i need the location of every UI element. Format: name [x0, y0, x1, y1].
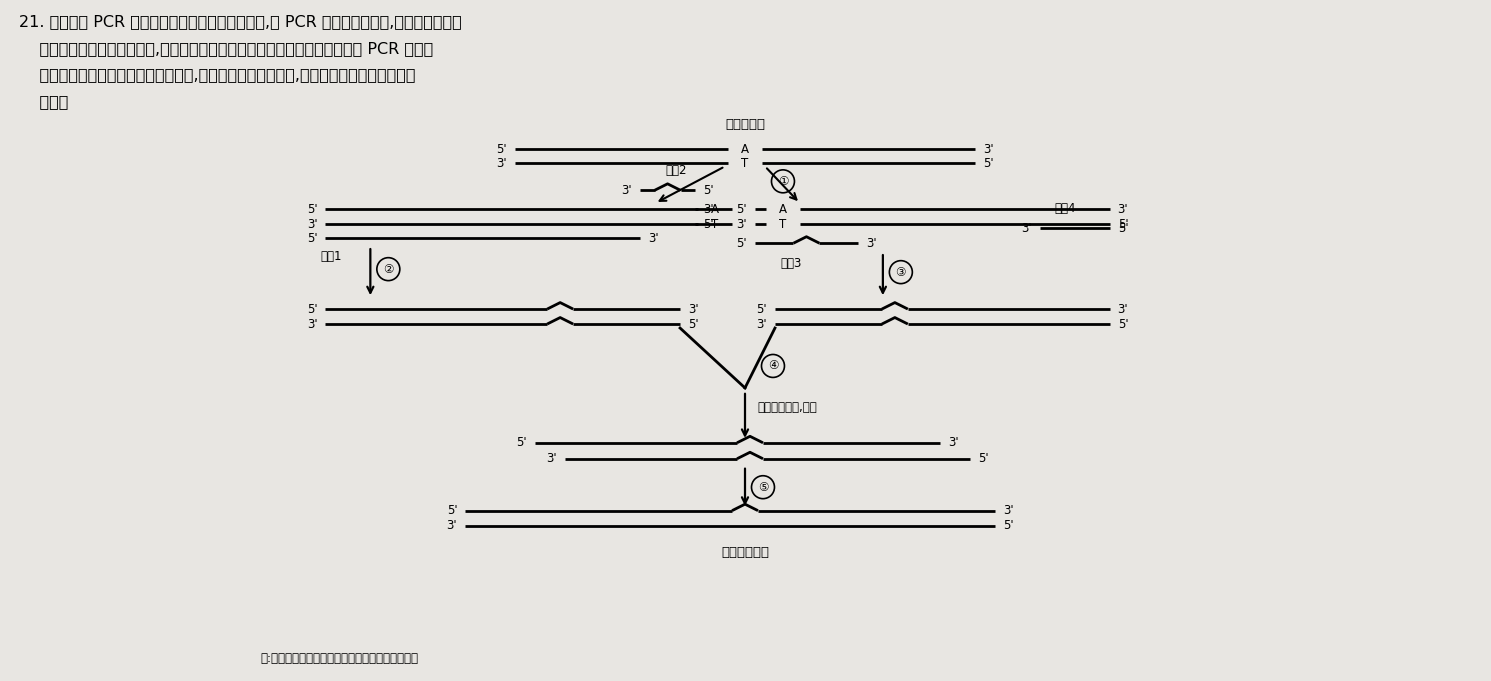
Text: 3': 3' — [622, 184, 632, 197]
Text: 引牲4: 引牲4 — [1054, 202, 1077, 215]
Text: T: T — [711, 218, 719, 231]
Text: 5': 5' — [687, 317, 699, 330]
Text: 3': 3' — [983, 143, 993, 156]
Text: 引牲1: 引牲1 — [321, 250, 341, 263]
Text: 3': 3' — [1118, 302, 1129, 315]
Text: 21. 重叠延伸 PCR 技术是采用具有互补末端的引物,使 PCR 产物形成重叠钉,从而在随后的扩: 21. 重叠延伸 PCR 技术是采用具有互补末端的引物,使 PCR 产物形成重叠… — [19, 14, 461, 29]
Text: 5': 5' — [704, 218, 714, 231]
Text: A: A — [778, 203, 787, 216]
Text: 5': 5' — [1118, 218, 1129, 231]
Text: 5': 5' — [307, 232, 318, 244]
Text: 突变后的基因: 突变后的基因 — [722, 545, 769, 558]
Text: 引牲3: 引牲3 — [780, 257, 801, 270]
Text: 5': 5' — [737, 203, 747, 216]
Text: 3': 3' — [704, 203, 714, 216]
Text: 5': 5' — [447, 504, 458, 517]
Text: 引牲2: 引牲2 — [665, 164, 686, 177]
Text: ②: ② — [383, 263, 394, 276]
Text: 5': 5' — [497, 143, 507, 156]
Text: 3': 3' — [1021, 222, 1032, 235]
Text: 5': 5' — [983, 157, 993, 170]
Text: 3': 3' — [737, 218, 747, 231]
Text: 5': 5' — [978, 452, 989, 465]
Text: 3': 3' — [547, 452, 558, 465]
Text: 增反应中通过重叠钉的延伸,获得想要的目的基因。某科研团队运用重叠延伸 PCR 技术在: 增反应中通过重叠钉的延伸,获得想要的目的基因。某科研团队运用重叠延伸 PCR 技… — [19, 41, 432, 56]
Text: ③: ③ — [896, 266, 907, 279]
Text: 3': 3' — [447, 519, 458, 532]
Text: A: A — [741, 143, 748, 156]
Text: 5': 5' — [1003, 519, 1014, 532]
Text: ①: ① — [778, 175, 789, 188]
Text: ④: ④ — [768, 360, 778, 373]
Text: 水蛋素基因的特定位点引入特定突变,以实现基因的定点突变,原理如图所示。下列说法错: 水蛋素基因的特定位点引入特定突变,以实现基因的定点突变,原理如图所示。下列说法错 — [19, 67, 414, 82]
Text: 3': 3' — [307, 218, 318, 231]
Text: 5': 5' — [756, 302, 766, 315]
Text: 3': 3' — [756, 317, 766, 330]
Text: 5': 5' — [1118, 222, 1129, 235]
Text: 3': 3' — [866, 237, 877, 250]
Text: 拟突变位点: 拟突变位点 — [725, 118, 765, 131]
Text: 3': 3' — [1118, 203, 1129, 216]
Text: T: T — [741, 157, 748, 170]
Text: 5': 5' — [704, 184, 714, 197]
Text: 5': 5' — [307, 302, 318, 315]
Text: ⑤: ⑤ — [757, 481, 768, 494]
Text: 3': 3' — [948, 437, 959, 449]
Text: 3': 3' — [649, 232, 659, 244]
Text: 3': 3' — [687, 302, 699, 315]
Text: 5': 5' — [307, 203, 318, 216]
Text: 3': 3' — [1003, 504, 1014, 517]
Text: 5': 5' — [1118, 317, 1129, 330]
Text: 混合、变性后,杂交: 混合、变性后,杂交 — [757, 401, 817, 414]
Text: 5': 5' — [516, 437, 528, 449]
Text: 3': 3' — [497, 157, 507, 170]
Text: 注:引物突起处代表与模板钉不能互补的突变位点。: 注:引物突起处代表与模板钉不能互补的突变位点。 — [261, 652, 419, 665]
Text: T: T — [780, 218, 787, 231]
Text: 3': 3' — [307, 317, 318, 330]
Text: 5': 5' — [737, 237, 747, 250]
Text: A: A — [711, 203, 719, 216]
Text: 误的是: 误的是 — [19, 95, 69, 110]
